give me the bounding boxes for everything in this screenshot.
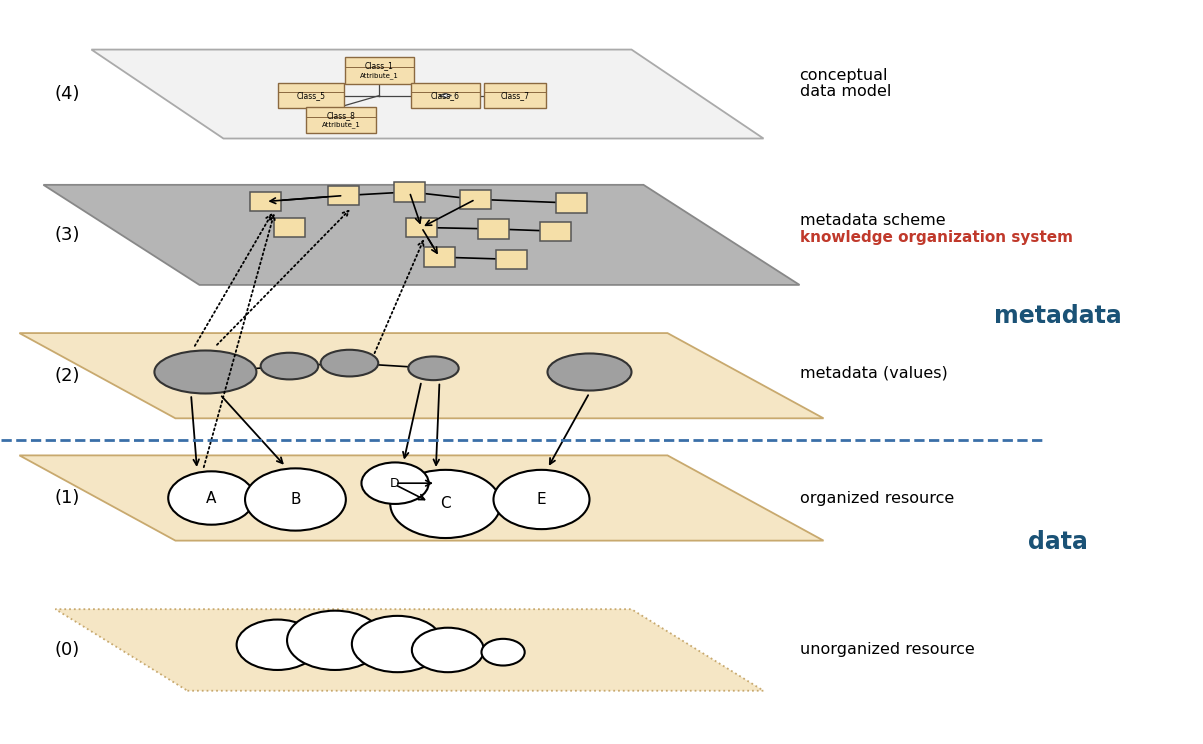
- FancyBboxPatch shape: [410, 83, 480, 108]
- Text: B: B: [290, 492, 301, 507]
- FancyBboxPatch shape: [307, 106, 375, 133]
- Text: data model: data model: [800, 84, 891, 99]
- Circle shape: [493, 470, 589, 529]
- FancyBboxPatch shape: [405, 218, 437, 237]
- Circle shape: [245, 469, 345, 530]
- Polygon shape: [91, 50, 764, 138]
- Text: Class_8: Class_8: [326, 111, 356, 120]
- Text: organized resource: organized resource: [800, 490, 954, 505]
- Text: Attribute_1: Attribute_1: [360, 71, 399, 79]
- FancyBboxPatch shape: [423, 248, 455, 267]
- Text: (4): (4): [54, 85, 81, 103]
- Text: (0): (0): [55, 641, 81, 659]
- Ellipse shape: [321, 350, 378, 376]
- Text: conceptual: conceptual: [800, 68, 888, 83]
- Text: Class_5: Class_5: [297, 91, 326, 100]
- Text: metadata: metadata: [994, 304, 1121, 328]
- Text: unorganized resource: unorganized resource: [800, 643, 974, 658]
- Circle shape: [351, 616, 443, 672]
- FancyBboxPatch shape: [540, 222, 571, 241]
- Text: data: data: [1027, 530, 1088, 554]
- Circle shape: [481, 639, 525, 666]
- FancyBboxPatch shape: [556, 193, 587, 213]
- Text: Class_6: Class_6: [431, 91, 460, 100]
- Text: C: C: [440, 496, 451, 511]
- Text: metadata scheme: metadata scheme: [800, 213, 946, 228]
- FancyBboxPatch shape: [250, 192, 282, 211]
- FancyBboxPatch shape: [274, 218, 306, 237]
- FancyBboxPatch shape: [478, 219, 509, 239]
- FancyBboxPatch shape: [496, 250, 527, 269]
- Text: D: D: [390, 477, 399, 490]
- Text: (2): (2): [54, 367, 81, 385]
- Text: (3): (3): [54, 226, 81, 244]
- Text: Class_7: Class_7: [500, 91, 529, 100]
- Polygon shape: [43, 185, 800, 285]
- Text: Attribute_1: Attribute_1: [321, 121, 361, 128]
- Circle shape: [168, 471, 255, 525]
- Circle shape: [361, 463, 428, 504]
- FancyBboxPatch shape: [484, 83, 546, 108]
- FancyBboxPatch shape: [393, 182, 425, 202]
- Ellipse shape: [154, 350, 256, 394]
- Circle shape: [237, 620, 319, 670]
- Polygon shape: [55, 609, 764, 690]
- Polygon shape: [19, 455, 824, 541]
- Ellipse shape: [547, 353, 632, 391]
- Circle shape: [411, 628, 484, 672]
- Polygon shape: [19, 333, 824, 418]
- Circle shape: [288, 611, 383, 670]
- Circle shape: [390, 470, 500, 538]
- FancyBboxPatch shape: [460, 190, 491, 209]
- FancyBboxPatch shape: [344, 57, 414, 83]
- Text: A: A: [206, 490, 217, 505]
- Text: (1): (1): [54, 489, 81, 507]
- Text: E: E: [537, 492, 546, 507]
- Text: knowledge organization system: knowledge organization system: [800, 230, 1073, 245]
- FancyBboxPatch shape: [328, 186, 358, 205]
- Ellipse shape: [408, 356, 458, 380]
- Polygon shape: [439, 93, 451, 97]
- Ellipse shape: [261, 353, 319, 379]
- Text: Class_1: Class_1: [365, 61, 393, 70]
- Text: metadata (values): metadata (values): [800, 366, 947, 381]
- FancyBboxPatch shape: [278, 83, 344, 108]
